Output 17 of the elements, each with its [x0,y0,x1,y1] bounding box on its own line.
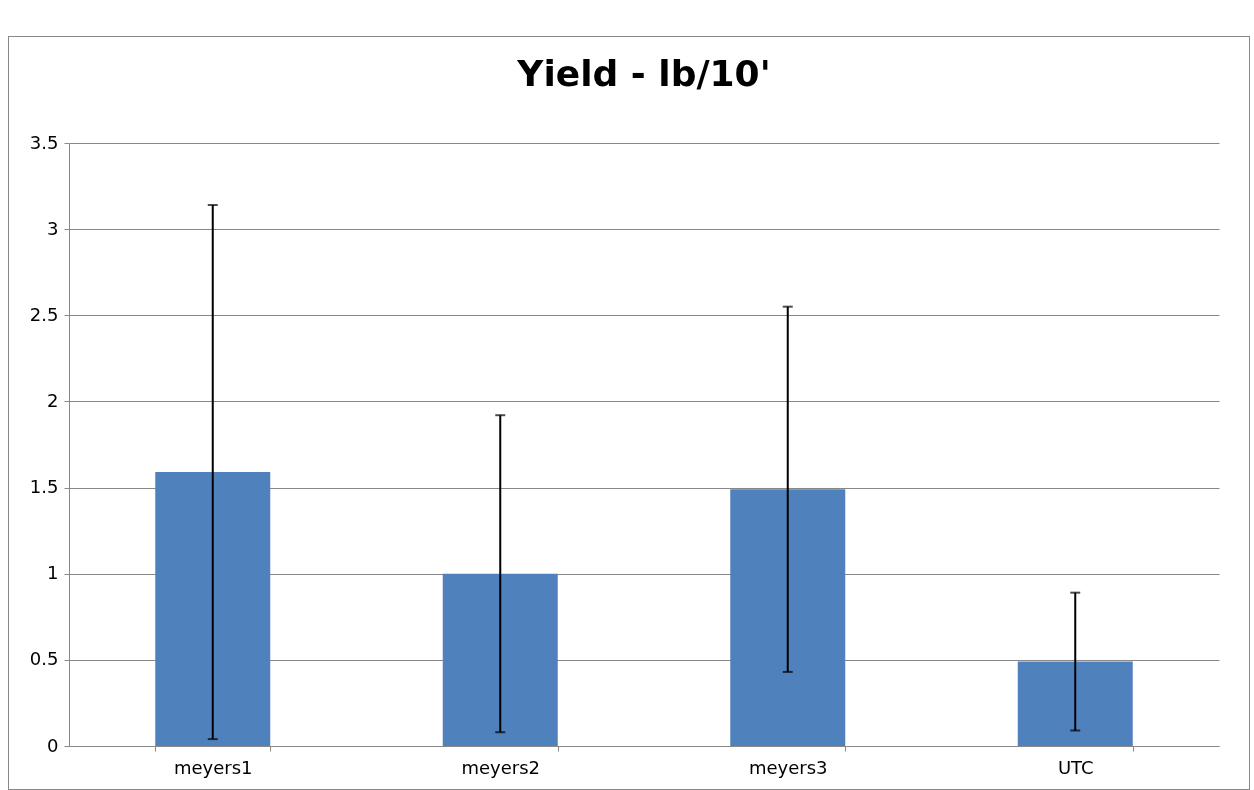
x-tick-label: meyers1 [173,756,253,778]
y-tick-label: 1.5 [29,476,59,498]
bar [442,573,558,746]
x-tick-label: meyers3 [748,756,828,778]
bar [1017,661,1133,746]
y-tick-label: 0.5 [29,648,59,670]
y-tick-label: 3.5 [29,131,59,153]
y-tick-label: 2.5 [29,303,59,325]
bar [155,472,271,746]
bar [730,489,846,746]
y-tick-label: 3 [47,217,59,239]
chart-title: Yield - lb/10' [516,53,771,94]
x-tick-label: meyers2 [461,756,541,778]
y-tick-label: 1 [47,562,59,584]
y-tick-label: 2 [47,389,59,411]
x-tick-label: UTC [1057,756,1094,778]
y-tick-label: 0 [47,734,59,756]
